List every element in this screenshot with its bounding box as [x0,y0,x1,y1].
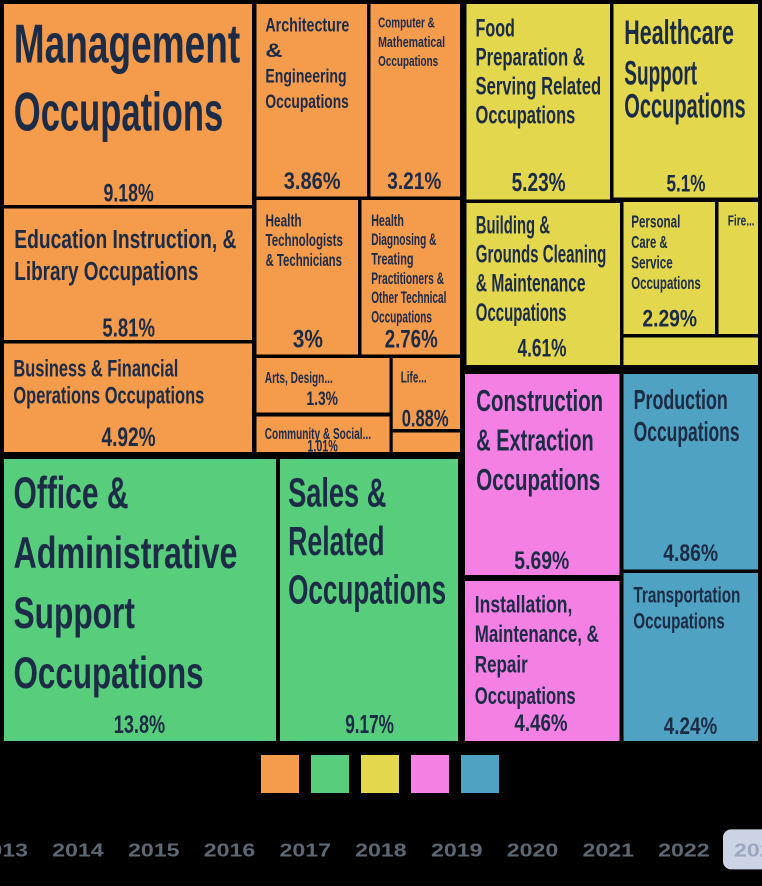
svg-text:Support: Support [14,589,136,638]
svg-text:& Extraction: & Extraction [476,424,593,457]
svg-text:Office &: Office & [14,469,129,518]
svg-text:Occupations: Occupations [475,683,576,710]
svg-text:Life...: Life... [401,369,427,386]
svg-text:Grounds Cleaning: Grounds Cleaning [476,241,607,269]
svg-text:Building &: Building & [476,212,550,240]
svg-text:Other Technical: Other Technical [371,289,446,307]
svg-text:2017: 2017 [280,840,332,861]
svg-text:Occupations: Occupations [265,91,348,113]
svg-text:4.92%: 4.92% [102,422,156,452]
svg-text:5.81%: 5.81% [102,314,155,342]
svg-text:& Technicians: & Technicians [266,250,343,270]
svg-text:Occupations: Occupations [624,88,745,126]
svg-text:Management: Management [14,13,240,75]
svg-text:Service: Service [631,253,673,273]
svg-text:Personal: Personal [631,211,680,231]
svg-text:Preparation &: Preparation & [476,43,585,71]
svg-text:Maintenance, &: Maintenance, & [475,621,599,648]
svg-text:4.86%: 4.86% [663,541,718,567]
svg-text:Occupations: Occupations [476,299,567,327]
svg-text:4.24%: 4.24% [664,713,717,740]
svg-text:Occupations: Occupations [476,101,576,129]
svg-text:Operations Occupations: Operations Occupations [13,384,204,410]
svg-text:Technologists: Technologists [266,230,343,250]
svg-text:4.46%: 4.46% [514,710,567,737]
svg-text:Occupations: Occupations [371,309,432,327]
svg-text:9.18%: 9.18% [104,180,154,208]
svg-text:Occupations: Occupations [14,81,223,143]
svg-text:Installation,: Installation, [475,591,573,618]
svg-text:Occupations: Occupations [476,464,600,497]
svg-text:5.1%: 5.1% [667,171,706,198]
svg-text:Food: Food [476,15,515,43]
svg-text:2015: 2015 [128,840,180,861]
svg-text:Construction: Construction [476,385,603,418]
svg-text:4.61%: 4.61% [518,335,567,362]
svg-text:Health: Health [266,210,302,230]
svg-text:Healthcare: Healthcare [624,14,734,52]
svg-text:3%: 3% [293,327,323,354]
svg-text:2.76%: 2.76% [385,327,438,354]
svg-text:5.69%: 5.69% [514,548,569,575]
svg-text:Occupations: Occupations [288,567,446,613]
svg-text:2019: 2019 [431,840,483,861]
svg-text:Care &: Care & [631,232,667,252]
svg-text:2021: 2021 [583,840,635,861]
svg-text:Sales &: Sales & [288,470,386,516]
svg-text:&: & [265,40,282,62]
svg-text:0.88%: 0.88% [402,406,449,433]
svg-text:Mathematical: Mathematical [378,35,445,51]
svg-text:Library Occupations: Library Occupations [14,256,198,286]
svg-text:1.01%: 1.01% [307,437,337,456]
svg-text:Occupations: Occupations [633,608,724,633]
svg-text:Support: Support [624,55,697,93]
svg-text:Production: Production [634,384,728,415]
svg-text:3.86%: 3.86% [284,168,341,195]
svg-text:Related: Related [288,518,385,564]
svg-text:Transportation: Transportation [633,583,740,608]
svg-text:Diagnosing &: Diagnosing & [371,231,436,249]
svg-text:Architecture: Architecture [265,15,349,37]
svg-text:3.21%: 3.21% [387,168,441,195]
svg-text:Practitioners &: Practitioners & [371,270,444,288]
svg-text:9.17%: 9.17% [345,711,394,739]
svg-text:Fire...: Fire... [728,213,755,230]
svg-text:Occupations: Occupations [378,54,438,70]
svg-text:& Maintenance: & Maintenance [476,270,586,298]
svg-text:Occupations: Occupations [631,273,701,293]
svg-text:Administrative: Administrative [14,529,238,578]
svg-text:2023: 2023 [734,840,762,861]
svg-text:Occupations: Occupations [634,416,740,447]
svg-text:13.8%: 13.8% [114,711,165,739]
svg-text:Education Instruction, &: Education Instruction, & [14,224,236,254]
svg-text:1.3%: 1.3% [306,389,338,410]
svg-text:Engineering: Engineering [265,66,346,88]
svg-text:2020: 2020 [507,840,559,861]
svg-text:Business & Financial: Business & Financial [13,356,178,382]
svg-text:Health: Health [371,212,404,230]
svg-text:2022: 2022 [658,840,710,861]
svg-text:Arts, Design...: Arts, Design... [265,370,333,387]
svg-text:Treating: Treating [371,251,413,269]
svg-text:5.23%: 5.23% [512,169,566,197]
svg-text:Occupations: Occupations [14,649,204,698]
svg-text:Computer &: Computer & [378,16,435,32]
svg-text:2.29%: 2.29% [642,306,697,333]
svg-text:Community & Social...: Community & Social... [265,426,371,443]
svg-text:2014: 2014 [52,840,104,861]
svg-text:2016: 2016 [204,840,256,861]
svg-text:Repair: Repair [475,652,528,679]
svg-text:Serving Related: Serving Related [476,72,602,100]
svg-text:2018: 2018 [355,840,407,861]
svg-text:2013: 2013 [0,840,28,861]
